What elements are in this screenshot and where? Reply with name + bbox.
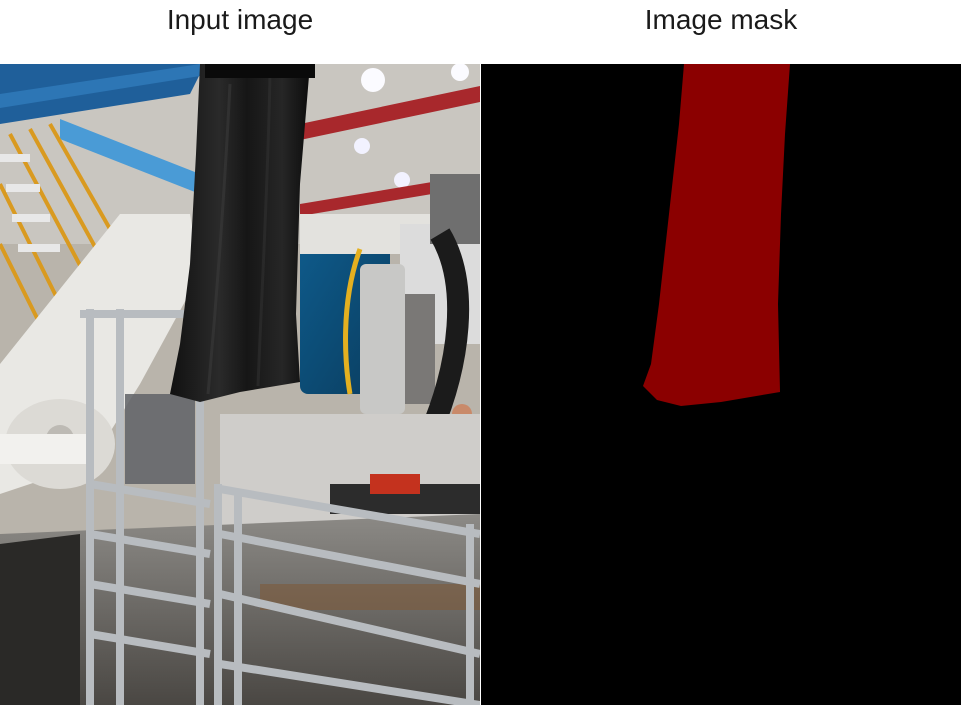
mesh-panel <box>125 394 195 484</box>
input-photo <box>0 64 480 705</box>
red-beam <box>300 86 480 140</box>
robot-gripper <box>360 264 405 414</box>
mask-canvas <box>481 64 961 705</box>
black-cloth-drape <box>170 64 310 402</box>
ceiling-light <box>354 138 370 154</box>
image-mask-title: Image mask <box>644 4 798 35</box>
mask-region <box>643 64 790 406</box>
ceiling-light <box>361 68 385 92</box>
ceiling-light <box>394 172 410 188</box>
ceiling-light <box>451 64 469 81</box>
yellow-cable <box>343 248 363 395</box>
input-image-panel <box>0 64 480 705</box>
white-stairs <box>0 154 60 252</box>
input-image-title: Input image <box>166 4 314 35</box>
blue-pipe <box>60 119 200 194</box>
image-mask-panel <box>481 64 961 705</box>
